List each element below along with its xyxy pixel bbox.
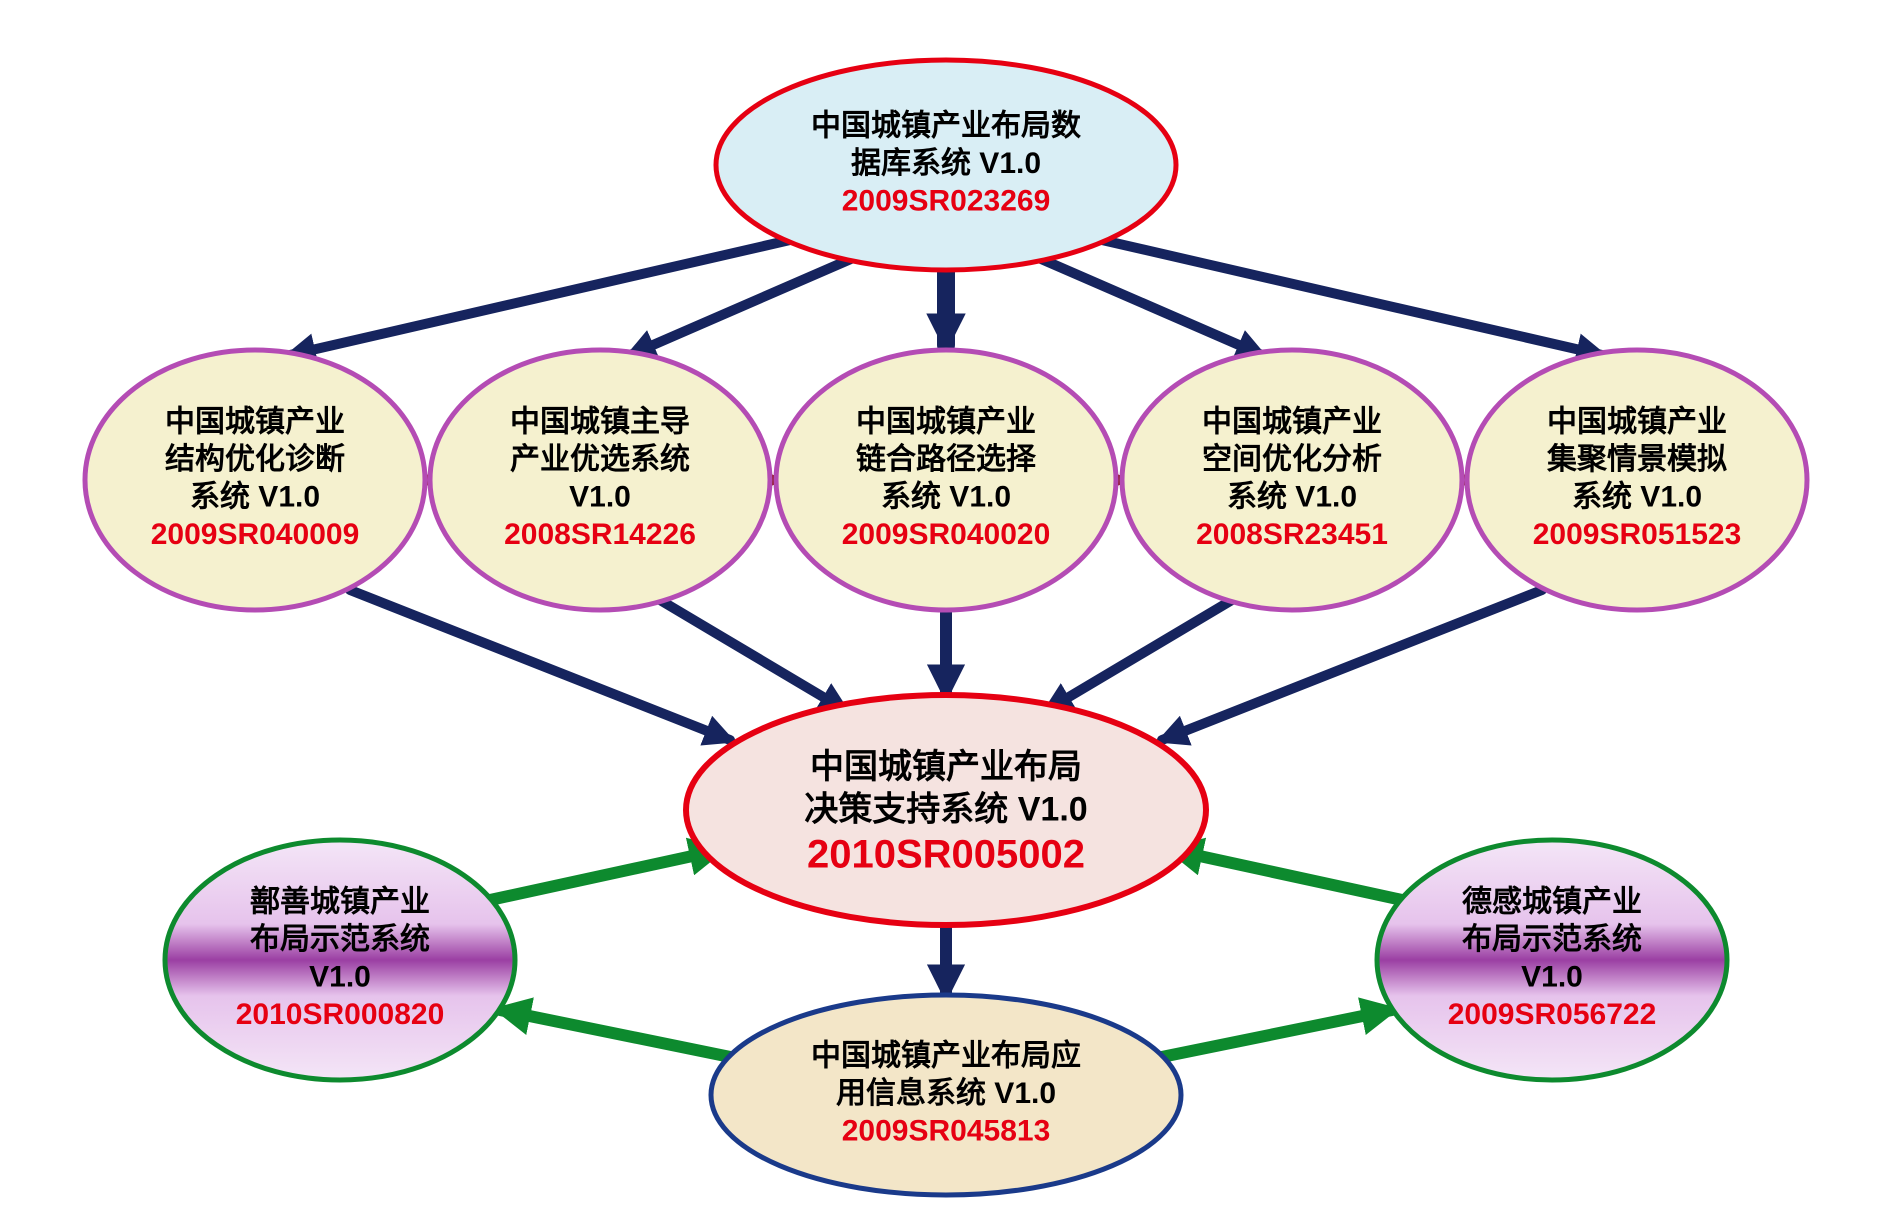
node-m4-title-line-2: 系统 V1.0 bbox=[1227, 480, 1357, 514]
node-m3-title-line-0: 中国城镇产业 bbox=[856, 406, 1036, 439]
node-m5-title-line-1: 集聚情景模拟 bbox=[1546, 443, 1727, 476]
node-top-code: 2009SR023269 bbox=[842, 184, 1051, 217]
edge-m2-center bbox=[660, 600, 845, 710]
node-m2: 中国城镇主导产业优选系统 V1.0 2008SR14226 bbox=[430, 350, 770, 610]
node-center: 中国城镇产业布局决策支持系统 V1.0 2010SR005002 bbox=[686, 695, 1206, 925]
node-center-title-line-1: 决策支持系统 V1.0 bbox=[804, 790, 1087, 828]
node-bottom-code: 2009SR045813 bbox=[842, 1114, 1051, 1147]
node-bl: 鄯善城镇产业布局示范系统 V1.0 2010SR000820 bbox=[165, 840, 515, 1080]
node-m1-title-line-1: 结构优化诊断 bbox=[165, 443, 345, 476]
node-m3-title-line-2: 系统 V1.0 bbox=[881, 480, 1011, 514]
node-br-title-line-2: V1.0 bbox=[1521, 961, 1583, 994]
node-bottom-title-line-1: 用信息系统 V1.0 bbox=[836, 1076, 1056, 1110]
node-m1-title-line-2: 系统 V1.0 bbox=[190, 480, 320, 514]
node-m1: 中国城镇产业结构优化诊断系统 V1.0 2009SR040009 bbox=[85, 350, 425, 610]
node-m2-code: 2008SR14226 bbox=[504, 518, 696, 551]
node-m2-title-line-0: 中国城镇主导 bbox=[510, 406, 690, 439]
node-center-title-line-0: 中国城镇产业布局 bbox=[810, 748, 1082, 786]
node-top: 中国城镇产业布局数据库系统 V1.0 2009SR023269 bbox=[716, 60, 1176, 270]
edge-br-center bbox=[1172, 850, 1402, 900]
node-m5: 中国城镇产业集聚情景模拟系统 V1.0 2009SR051523 bbox=[1467, 350, 1807, 610]
node-m4: 中国城镇产业空间优化分析系统 V1.0 2008SR23451 bbox=[1122, 350, 1462, 610]
node-m1-title-line-0: 中国城镇产业 bbox=[165, 406, 345, 439]
node-m5-title-line-0: 中国城镇产业 bbox=[1547, 406, 1727, 439]
node-bottom-title-line-0: 中国城镇产业布局应 bbox=[811, 1038, 1081, 1072]
node-center-code: 2010SR005002 bbox=[807, 833, 1085, 877]
node-m2-title-line-2: V1.0 bbox=[569, 481, 631, 514]
node-m4-title-line-0: 中国城镇产业 bbox=[1202, 406, 1382, 439]
node-bottom: 中国城镇产业布局应用信息系统 V1.0 2009SR045813 bbox=[711, 995, 1181, 1195]
edge-bottom-br bbox=[1147, 1010, 1392, 1060]
node-m3: 中国城镇产业链合路径选择系统 V1.0 2009SR040020 bbox=[776, 350, 1116, 610]
node-bl-code: 2010SR000820 bbox=[236, 998, 445, 1031]
edge-top-m5 bbox=[1102, 240, 1602, 355]
node-br-title-line-1: 布局示范系统 bbox=[1462, 922, 1642, 956]
node-m1-code: 2009SR040009 bbox=[151, 518, 360, 551]
node-br-code: 2009SR056722 bbox=[1448, 998, 1657, 1031]
node-m3-title-line-1: 链合路径选择 bbox=[856, 442, 1037, 476]
node-m5-title-line-2: 系统 V1.0 bbox=[1572, 480, 1702, 514]
node-top-title-line-1: 据库系统 V1.0 bbox=[851, 146, 1041, 180]
node-m2-title-line-1: 产业优选系统 bbox=[510, 442, 690, 476]
node-m3-code: 2009SR040020 bbox=[842, 518, 1051, 551]
node-bl-title-line-0: 鄯善城镇产业 bbox=[250, 886, 430, 919]
node-br-title-line-0: 德感城镇产业 bbox=[1462, 886, 1642, 919]
edge-top-m1 bbox=[290, 240, 790, 355]
edge-bottom-bl bbox=[500, 1010, 745, 1060]
node-m5-code: 2009SR051523 bbox=[1533, 518, 1742, 551]
node-m4-code: 2008SR23451 bbox=[1196, 518, 1388, 551]
node-m4-title-line-1: 空间优化分析 bbox=[1202, 443, 1382, 476]
node-bl-title-line-1: 布局示范系统 bbox=[250, 922, 430, 956]
edge-m4-center bbox=[1047, 600, 1232, 710]
diagram-canvas: 中国城镇产业布局数据库系统 V1.02009SR023269中国城镇产业结构优化… bbox=[0, 0, 1892, 1224]
node-top-title-line-0: 中国城镇产业布局数 bbox=[811, 109, 1082, 142]
node-bl-title-line-2: V1.0 bbox=[309, 961, 371, 994]
node-br: 德感城镇产业布局示范系统 V1.0 2009SR056722 bbox=[1377, 840, 1727, 1080]
edge-bl-center bbox=[490, 850, 720, 900]
